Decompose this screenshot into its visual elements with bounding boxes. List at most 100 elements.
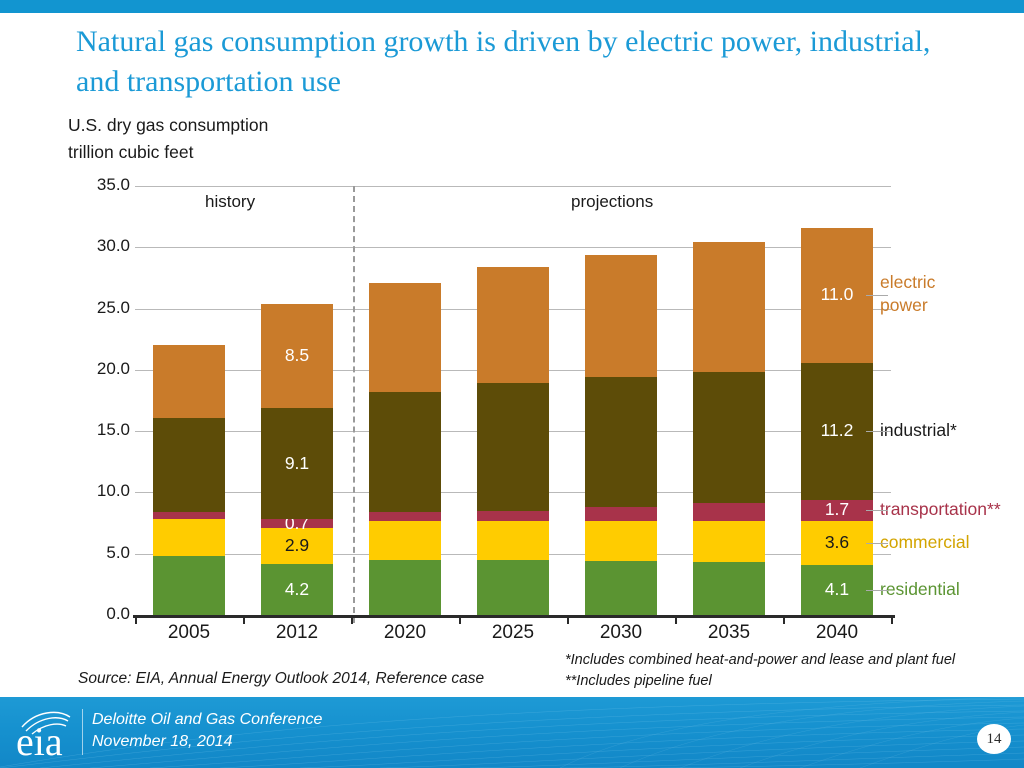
bar-segment-commercial [153, 519, 225, 557]
bar-segment-residential: 4.1 [801, 564, 873, 615]
y-axis-tick-label: 5.0 [106, 542, 130, 562]
x-axis-tick-label: 2030 [599, 622, 643, 643]
legend-leader-line [866, 431, 888, 432]
x-axis-tick [675, 615, 677, 624]
legend-label-line: electric [880, 272, 936, 293]
y-axis-tick-label: 35.0 [96, 175, 130, 194]
bar-value-label: 11.2 [820, 420, 854, 441]
bar-segment-transportation [477, 510, 549, 521]
legend-leader-line [866, 590, 888, 591]
bar-2025[interactable] [477, 266, 549, 615]
x-axis-tick [351, 615, 353, 624]
bar-segment-commercial [585, 520, 657, 562]
gridline [135, 247, 891, 249]
history-label: history [205, 192, 256, 211]
source-note: Source: EIA, Annual Energy Outlook 2014,… [78, 670, 485, 687]
legend-item-residential: residential [880, 578, 960, 599]
bar-value-label: 1.7 [824, 499, 850, 520]
bar-segment-transportation: 0.7 [261, 514, 333, 531]
history-projection-divider [353, 186, 355, 623]
eia-logo: eia [16, 711, 71, 759]
bar-2005[interactable] [153, 345, 225, 615]
footer-divider [82, 709, 83, 755]
legend-leader-line [866, 295, 888, 296]
projections-label: projections [571, 192, 654, 211]
bar-value-label: 8.5 [284, 345, 310, 366]
x-axis-tick [567, 615, 569, 624]
bar-segment-transportation [585, 507, 657, 521]
bar-segment-electric-power: 8.5 [261, 303, 333, 408]
bar-2035[interactable] [693, 242, 765, 615]
x-axis-tick-label: 2040 [815, 622, 859, 643]
y-axis-labels: 0.0 5.0 10.0 15.0 20.0 25.0 30.0 35.0 [60, 175, 130, 623]
slide-footer: eia Deloitte Oil and Gas Conference Nove… [0, 697, 1024, 768]
bar-2040[interactable]: 4.1 3.6 1.7 11.2 11.0 [801, 227, 873, 615]
x-axis-labels: 2005 2012 2020 2025 2030 2035 2040 [135, 622, 895, 652]
bar-value-label: 3.6 [824, 531, 850, 552]
page-title: Natural gas consumption growth is driven… [76, 25, 931, 98]
bar-2030[interactable] [585, 254, 657, 615]
x-axis-tick-label: 2025 [491, 622, 535, 643]
bar-segment-electric-power [153, 345, 225, 418]
bar-value-label: 4.1 [824, 579, 850, 600]
legend-leader-line [866, 510, 888, 511]
legend-item-transportation: transportation** [880, 499, 1001, 520]
bar-segment-electric-power [369, 282, 441, 392]
footer-date: November 18, 2014 [92, 733, 233, 750]
x-axis-tick-label: 2005 [167, 622, 211, 643]
x-axis-tick-label: 2035 [707, 622, 751, 643]
x-axis-line [133, 615, 895, 618]
bar-segment-commercial [477, 520, 549, 560]
x-axis-tick [783, 615, 785, 624]
bar-segment-commercial [693, 520, 765, 563]
bar-2012[interactable]: 4.2 2.9 0.7 9.1 8.5 [261, 303, 333, 615]
footer-swirl-graphic [0, 697, 1024, 768]
eia-logo-text: eia [16, 719, 63, 759]
legend-item-industrial: industrial* [880, 420, 957, 441]
bar-segment-electric-power [693, 242, 765, 373]
y-axis-tick-label: 15.0 [96, 420, 130, 440]
legend-leader-line [866, 543, 888, 544]
top-accent-bar [0, 0, 1024, 13]
bar-value-label: 11.0 [820, 284, 854, 305]
legend-label-line: power [880, 295, 928, 316]
gridline [135, 186, 891, 187]
bar-segment-residential [153, 556, 225, 615]
bar-segment-transportation [693, 503, 765, 521]
bar-segment-industrial [585, 377, 657, 508]
bar-segment-commercial: 3.6 [801, 520, 873, 565]
bar-segment-commercial: 2.9 [261, 528, 333, 564]
x-axis-tick [135, 615, 137, 624]
bar-segment-residential [585, 561, 657, 615]
legend-item-electric-power: electric power [880, 271, 935, 317]
bar-segment-residential [693, 562, 765, 615]
footer-conference-name: Deloitte Oil and Gas Conference [92, 711, 323, 728]
bar-value-label: 9.1 [284, 452, 310, 473]
bar-segment-residential [477, 559, 549, 615]
bar-segment-residential: 4.2 [261, 563, 333, 615]
footnote-transportation: **Includes pipeline fuel [565, 673, 712, 689]
bar-segment-transportation [153, 512, 225, 520]
y-axis-tick-label: 0.0 [106, 604, 130, 623]
bar-value-label: 4.2 [284, 578, 310, 599]
y-axis-tick-label: 25.0 [96, 297, 130, 317]
x-axis-tick [891, 615, 893, 624]
bar-segment-industrial [153, 417, 225, 513]
bar-2020[interactable] [369, 282, 441, 615]
x-axis-tick-label: 2012 [275, 622, 319, 643]
chart-plot-area: 4.2 2.9 0.7 9.1 8.5 4.1 3.6 1.7 11.2 11.0 [133, 186, 895, 624]
bar-segment-electric-power: 11.0 [801, 227, 873, 363]
bar-segment-industrial: 11.2 [801, 362, 873, 500]
y-axis-tick-label: 10.0 [96, 481, 130, 501]
x-axis-tick-label: 2020 [383, 622, 427, 643]
bar-segment-commercial [369, 520, 441, 560]
y-axis-tick-label: 20.0 [96, 358, 130, 378]
bar-segment-transportation [369, 512, 441, 521]
chart-units-label: trillion cubic feet [68, 142, 194, 162]
bar-segment-industrial [477, 383, 549, 511]
x-axis-tick [459, 615, 461, 624]
y-axis-tick-label: 30.0 [96, 236, 130, 256]
bar-segment-industrial: 9.1 [261, 407, 333, 520]
bar-segment-electric-power [477, 266, 549, 384]
